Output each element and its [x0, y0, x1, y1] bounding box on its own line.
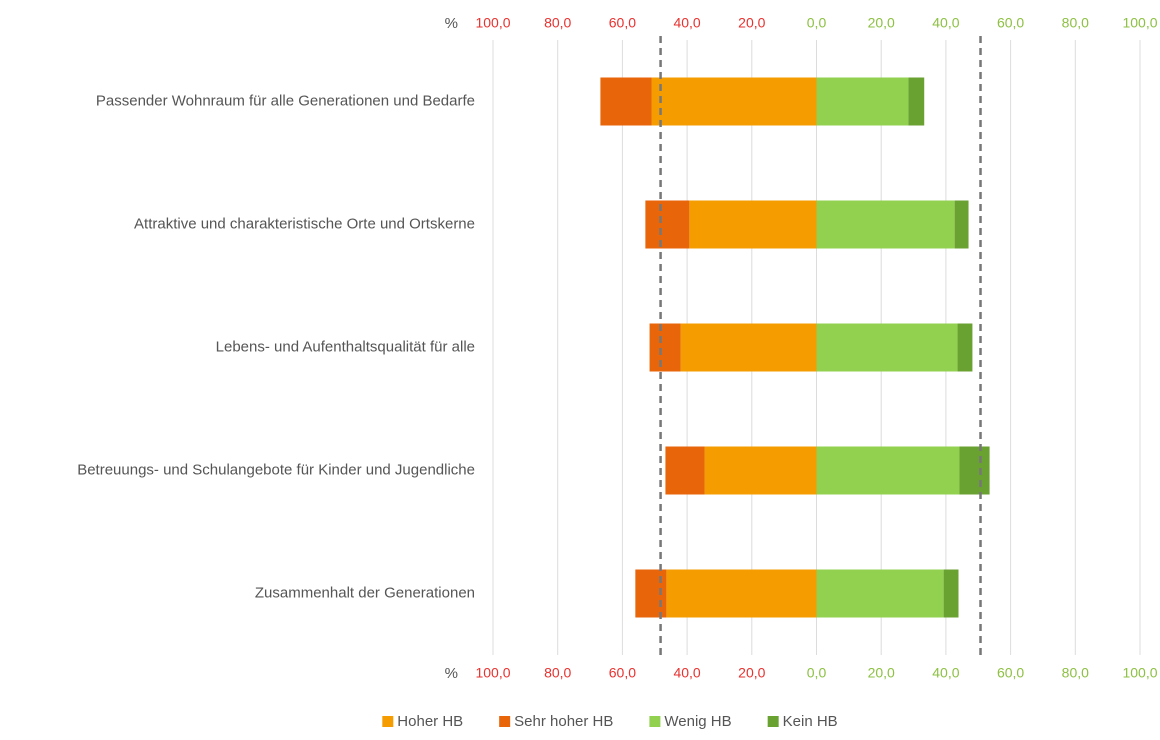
bar-segment: [959, 446, 990, 495]
x-tick-label: 20,0: [868, 665, 895, 681]
x-tick-label: 100,0: [475, 665, 510, 681]
legend-label: Hoher HB: [397, 713, 463, 730]
x-tick-label: 80,0: [1062, 15, 1089, 31]
x-tick-label: 80,0: [544, 665, 571, 681]
legend-swatch: [649, 716, 661, 727]
bar-segment: [816, 200, 955, 249]
category-label: Lebens- und Aufenthaltsqualität für alle: [216, 338, 475, 355]
x-tick-label: 60,0: [609, 15, 636, 31]
x-tick-label: 80,0: [544, 15, 571, 31]
x-tick-label: 100,0: [1122, 15, 1157, 31]
bar-segment: [816, 569, 944, 618]
legend-label: Kein HB: [783, 713, 838, 730]
legend-swatch: [382, 716, 394, 727]
x-tick-label: 20,0: [738, 665, 765, 681]
bar-segment: [816, 446, 960, 495]
bar-segment: [943, 569, 959, 618]
bar-segment: [689, 200, 817, 249]
bar-segment: [649, 323, 681, 372]
x-tick-label: 40,0: [932, 665, 959, 681]
x-tick-label: 100,0: [475, 15, 510, 31]
category-label: Passender Wohnraum für alle Generationen…: [96, 92, 475, 109]
x-tick-label: 60,0: [997, 665, 1024, 681]
legend-label: Sehr hoher HB: [514, 713, 613, 730]
bar-segment: [645, 200, 690, 249]
x-tick-label: 40,0: [673, 665, 700, 681]
category-label: Betreuungs- und Schulangebote für Kinder…: [77, 461, 475, 478]
x-tick-label: 40,0: [673, 15, 700, 31]
x-tick-label: 20,0: [868, 15, 895, 31]
bar-segment: [704, 446, 817, 495]
x-tick-label: 60,0: [609, 665, 636, 681]
x-tick-label: 60,0: [997, 15, 1024, 31]
bar-segment: [666, 569, 817, 618]
x-tick-label: 0,0: [807, 665, 827, 681]
legend-swatch: [499, 716, 511, 727]
legend-swatch: [767, 716, 779, 727]
bar-segment: [908, 77, 925, 126]
bar-segment: [600, 77, 652, 126]
axis-unit: %: [445, 15, 458, 32]
bar-segment: [665, 446, 705, 495]
x-tick-label: 80,0: [1062, 665, 1089, 681]
x-tick-label: 0,0: [807, 15, 827, 31]
bar-segment: [680, 323, 817, 372]
axis-unit: %: [445, 665, 458, 682]
category-label: Zusammenhalt der Generationen: [255, 584, 475, 601]
legend-label: Wenig HB: [664, 713, 731, 730]
x-tick-label: 20,0: [738, 15, 765, 31]
category-label: Attraktive und charakteristische Orte un…: [134, 215, 475, 232]
bar-segment: [816, 323, 958, 372]
bar-segment: [957, 323, 973, 372]
bar-segment: [954, 200, 969, 249]
bar-segment: [816, 77, 909, 126]
bar-segment: [651, 77, 817, 126]
x-tick-label: 40,0: [932, 15, 959, 31]
x-tick-label: 100,0: [1122, 665, 1157, 681]
